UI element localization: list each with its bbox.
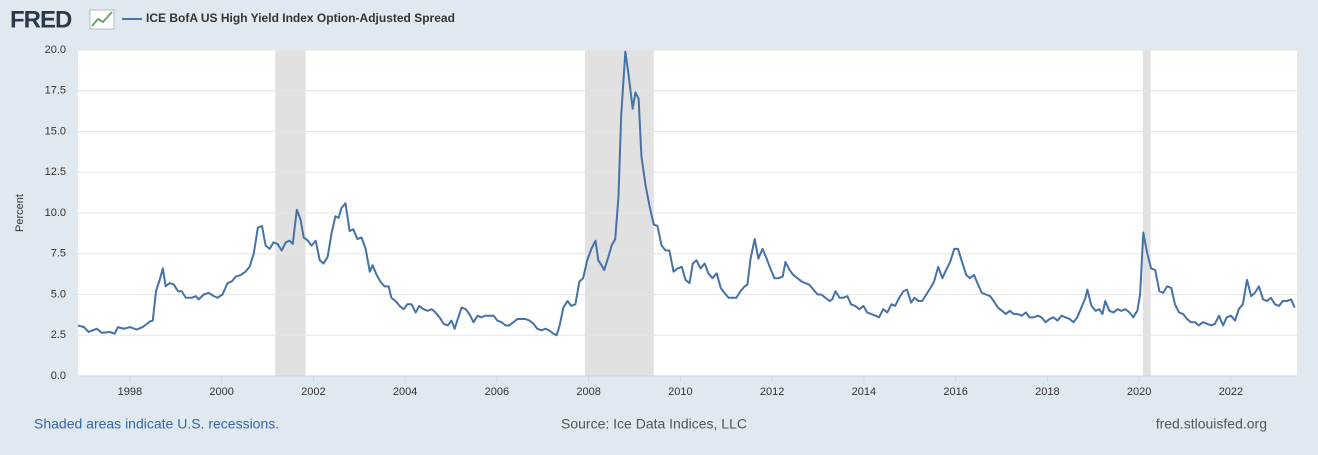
x-tick-label: 2014 — [852, 386, 876, 398]
y-axis-label: Percent — [14, 194, 26, 232]
x-tick-label: 2008 — [576, 386, 600, 398]
footer-source: Source: Ice Data Indices, LLC — [561, 416, 747, 432]
y-tick-label: 20.0 — [45, 44, 66, 56]
x-tick-label: 2010 — [668, 386, 692, 398]
x-tick-label: 2002 — [301, 386, 325, 398]
y-tick-label: 15.0 — [45, 125, 66, 137]
y-tick-label: 0.0 — [51, 370, 66, 382]
x-tick-label: 2016 — [943, 386, 967, 398]
y-tick-label: 10.0 — [45, 207, 66, 219]
x-tick-label: 2022 — [1219, 386, 1243, 398]
x-tick-label: 1998 — [118, 386, 142, 398]
footer-site: fred.stlouisfed.org — [1156, 416, 1267, 432]
series-line — [77, 50, 1296, 337]
y-tick-label: 7.5 — [51, 248, 66, 260]
legend-label: ICE BofA US High Yield Index Option-Adju… — [146, 11, 455, 25]
y-tick-label: 17.5 — [45, 85, 66, 97]
y-tick-label: 12.5 — [45, 166, 66, 178]
logo-icon — [89, 9, 115, 30]
x-tick-label: 2000 — [209, 386, 233, 398]
x-tick-label: 2012 — [760, 386, 784, 398]
x-tick-label: 2020 — [1127, 386, 1151, 398]
y-tick-label: 5.0 — [51, 288, 66, 300]
x-tick-label: 2004 — [393, 386, 417, 398]
footer-note: Shaded areas indicate U.S. recessions. — [34, 416, 279, 432]
brand-logo: FRED — [10, 6, 72, 33]
x-tick-label: 2006 — [485, 386, 509, 398]
x-tick-label: 2018 — [1035, 386, 1059, 398]
plot — [77, 50, 1296, 337]
grid: 0.0 2.5 5.0 7.5 10.0 12.5 15.0 17.5 20.0 1998 2000… — [45, 44, 1297, 398]
y-tick-label: 2.5 — [51, 329, 66, 341]
